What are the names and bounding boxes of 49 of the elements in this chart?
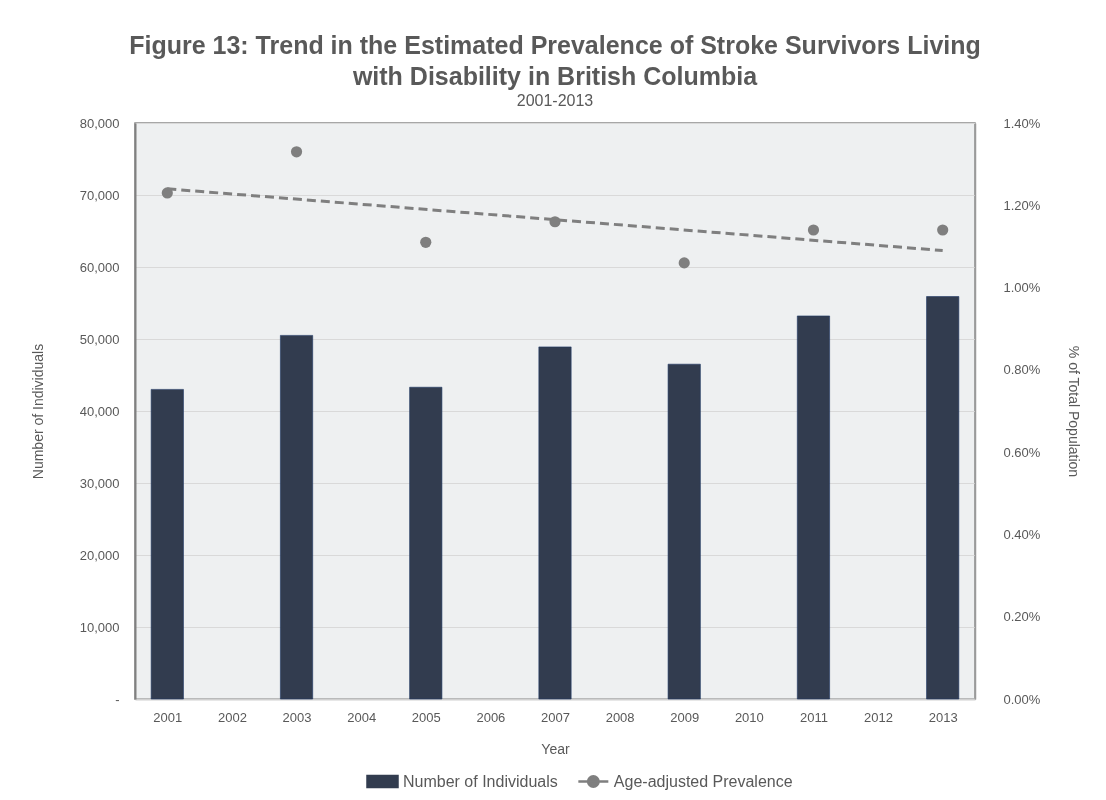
point: [420, 236, 432, 248]
point: [807, 224, 820, 236]
y-tick-label: 70,000: [79, 187, 120, 203]
chart-subtitle: 2001-2013: [516, 92, 594, 109]
y2-axis-title: % of Total Population: [1066, 345, 1083, 478]
legend-label: Age-adjusted Prevalence: [613, 772, 793, 790]
y-tick-label: 60,000: [79, 259, 120, 275]
legend-label: Number of Individuals: [403, 772, 558, 790]
chart-title: Figure 13: Trend in the Estimated Prevalence of Stroke Survivors Living with Disability in British Columbia: [129, 31, 981, 90]
x-tick-label: 2005: [411, 709, 441, 725]
x-tick-label: 2012: [864, 709, 894, 725]
y-tick-label: 20,000: [79, 547, 120, 563]
x-tick-label: 2002: [217, 709, 247, 725]
x-tick-label: 2009: [670, 709, 700, 725]
y-tick-label: 50,000: [79, 331, 120, 347]
x-tick-label: 2010: [734, 709, 764, 725]
x-tick-label: 2006: [476, 709, 506, 725]
point: [937, 224, 949, 236]
bar: [667, 363, 701, 700]
x-tick-label: 2013: [928, 709, 958, 725]
point: [678, 257, 690, 269]
x-tick-label: 2001: [153, 709, 183, 725]
y-tick-label: 80,000: [79, 115, 120, 131]
x-tick-label: 2003: [282, 709, 312, 725]
y2-tick-label: 0.60%: [1003, 444, 1041, 460]
y2-tick-label: 1.20%: [1003, 197, 1041, 213]
y-axis-title: Number of Individuals: [29, 343, 46, 480]
bar: [926, 296, 960, 700]
x-tick-label: 2011: [799, 709, 828, 725]
y-tick-label: 10,000: [79, 619, 120, 635]
bar: [538, 346, 572, 700]
x-tick-label: 2008: [605, 709, 635, 725]
bar: [280, 335, 313, 700]
bar: [409, 386, 443, 700]
point: [290, 146, 303, 158]
y2-tick-label: 1.00%: [1003, 280, 1041, 296]
y2-tick-label: 0.20%: [1003, 609, 1041, 625]
bar: [797, 315, 830, 700]
x-tick-label: 2004: [347, 709, 377, 725]
y2-tick-label: 0.00%: [1003, 691, 1041, 707]
y-tick-label: -: [115, 691, 120, 707]
x-tick-label: 2007: [541, 709, 570, 725]
y2-tick-label: 0.40%: [1003, 526, 1041, 542]
y-tick-label: 40,000: [79, 403, 120, 419]
x-axis-title: Year: [541, 740, 570, 757]
y-tick-label: 30,000: [79, 475, 120, 491]
y2-tick-label: 1.40%: [1003, 115, 1041, 131]
bar: [150, 389, 184, 700]
y2-tick-label: 0.80%: [1003, 362, 1041, 378]
